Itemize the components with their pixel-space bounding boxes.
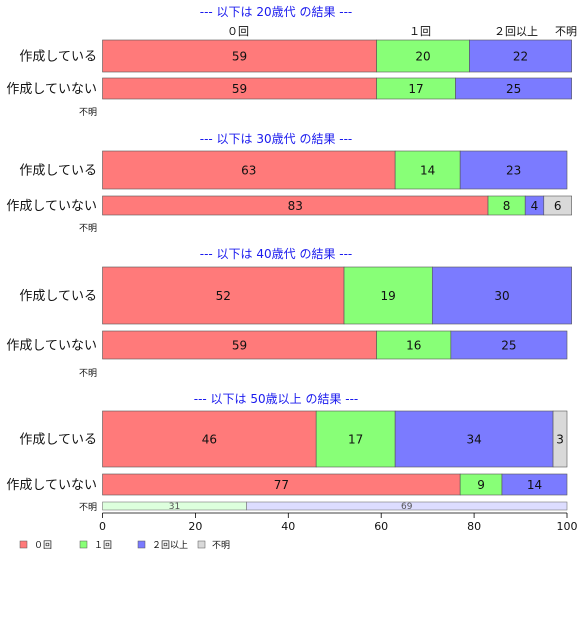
legend-label: １回 bbox=[94, 540, 112, 551]
data-label: 14 bbox=[527, 478, 542, 492]
legend-label: ２回以上 bbox=[152, 540, 188, 551]
data-label: 59 bbox=[232, 50, 247, 64]
legend-swatch bbox=[197, 540, 206, 549]
data-label: 16 bbox=[406, 339, 421, 353]
data-label: 77 bbox=[274, 478, 289, 492]
unknown-bar-segment bbox=[246, 501, 568, 511]
data-label: 25 bbox=[501, 339, 516, 353]
data-label: 9 bbox=[477, 478, 485, 492]
bar-segment bbox=[315, 410, 396, 468]
row-label: 作成している bbox=[19, 50, 97, 65]
data-label: 8 bbox=[503, 199, 511, 213]
x-tick-label: 80 bbox=[467, 520, 481, 533]
unknown-data-label: 69 bbox=[401, 502, 413, 512]
x-tick-label: 20 bbox=[188, 520, 202, 533]
data-label: 52 bbox=[216, 289, 231, 303]
section-title: --- 以下は 30歳代 の結果 --- bbox=[200, 132, 353, 146]
bar-segment bbox=[376, 39, 470, 73]
x-tick-label: 60 bbox=[374, 520, 388, 533]
data-label: 19 bbox=[381, 289, 396, 303]
data-label: 14 bbox=[420, 164, 435, 178]
legend-label: ０回 bbox=[34, 540, 52, 551]
unknown-row-label: 不明 bbox=[79, 368, 97, 379]
header-label-2: ２回以上 bbox=[494, 25, 538, 38]
data-label: 63 bbox=[241, 164, 256, 178]
bar-segment bbox=[450, 330, 568, 360]
bar-segment bbox=[394, 150, 461, 190]
row-label: 作成していない bbox=[6, 478, 97, 493]
header-label-1: １回 bbox=[409, 25, 431, 38]
row-label: 作成している bbox=[19, 164, 97, 179]
data-label: 17 bbox=[408, 82, 423, 96]
data-label: 17 bbox=[348, 433, 363, 447]
header-label-3: 不明 bbox=[555, 25, 577, 38]
row-label: 作成していない bbox=[6, 199, 97, 214]
data-label: 59 bbox=[232, 339, 247, 353]
row-label: 作成していない bbox=[6, 82, 97, 97]
section-title: --- 以下は 40歳代 の結果 --- bbox=[200, 247, 353, 261]
data-label: 23 bbox=[506, 164, 521, 178]
bar-segment bbox=[459, 150, 568, 190]
legend-label: 不明 bbox=[212, 540, 230, 551]
x-tick-label: 100 bbox=[557, 520, 578, 533]
section-title: --- 以下は 20歳代 の結果 --- bbox=[200, 5, 353, 19]
unknown-data-label: 31 bbox=[169, 502, 180, 512]
bar-segment bbox=[376, 330, 452, 360]
row-label: 作成している bbox=[19, 433, 97, 448]
legend-swatch bbox=[137, 540, 146, 549]
data-label: 59 bbox=[232, 82, 247, 96]
data-label: 20 bbox=[415, 50, 430, 64]
row-label: 作成していない bbox=[6, 339, 97, 354]
legend-swatch bbox=[19, 540, 28, 549]
data-label: 30 bbox=[494, 289, 509, 303]
data-label: 6 bbox=[554, 199, 562, 213]
row-label: 作成している bbox=[19, 289, 97, 304]
data-label: 4 bbox=[531, 199, 539, 213]
data-label: 83 bbox=[288, 199, 303, 213]
legend-swatch bbox=[79, 540, 88, 549]
unknown-row-label: 不明 bbox=[79, 107, 97, 118]
header-label-0: ０回 bbox=[227, 25, 249, 38]
bar-segment bbox=[431, 266, 572, 325]
unknown-row-label: 不明 bbox=[79, 223, 97, 234]
bar-segment bbox=[102, 39, 377, 73]
bar-segment bbox=[394, 410, 554, 468]
bar-segment bbox=[543, 195, 572, 216]
bar-segment bbox=[102, 150, 396, 190]
bar-segment bbox=[552, 410, 568, 468]
bar-segment bbox=[469, 39, 572, 73]
data-label: 34 bbox=[466, 433, 481, 447]
bar-segment bbox=[102, 410, 317, 468]
data-label: 25 bbox=[506, 82, 521, 96]
bar-segment bbox=[501, 473, 568, 496]
bar-segment bbox=[455, 77, 572, 100]
x-tick-label: 0 bbox=[99, 520, 106, 533]
data-label: 3 bbox=[556, 433, 564, 447]
bar-segment bbox=[343, 266, 433, 325]
x-tick-label: 40 bbox=[281, 520, 295, 533]
data-label: 22 bbox=[513, 50, 528, 64]
bar-segment bbox=[102, 330, 377, 360]
data-label: 46 bbox=[202, 433, 217, 447]
unknown-row-label: 不明 bbox=[79, 502, 97, 513]
section-title: --- 以下は 50歳以上 の結果 --- bbox=[194, 392, 359, 406]
